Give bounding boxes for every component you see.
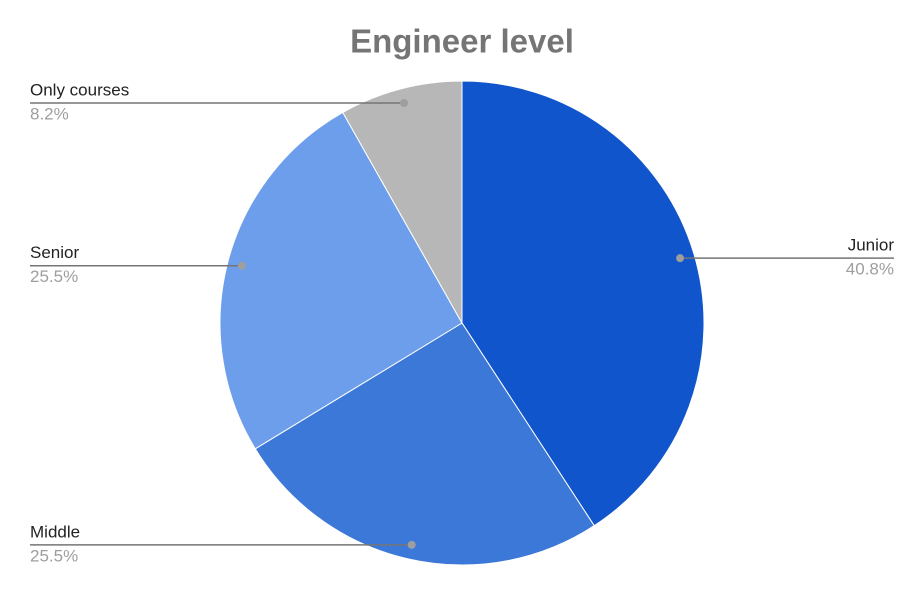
leader-dot xyxy=(400,99,409,108)
leader-dot xyxy=(407,540,416,549)
slice-label: Middle xyxy=(30,522,80,541)
slice-label: Only courses xyxy=(30,81,129,100)
chart-title: Engineer level xyxy=(350,23,574,60)
slice-value: 8.2% xyxy=(30,105,69,124)
pie-slice xyxy=(461,80,705,527)
pie-slice xyxy=(342,80,463,325)
slice-label: Senior xyxy=(30,243,79,262)
slice-value: 25.5% xyxy=(30,546,78,565)
slice-label: Junior xyxy=(848,236,895,255)
leader-dot xyxy=(237,261,246,270)
slice-value: 40.8% xyxy=(846,260,894,279)
leader-dot xyxy=(676,254,685,263)
slice-value: 25.5% xyxy=(30,267,78,286)
pie-slice xyxy=(219,111,463,450)
pie-slice xyxy=(254,322,595,566)
